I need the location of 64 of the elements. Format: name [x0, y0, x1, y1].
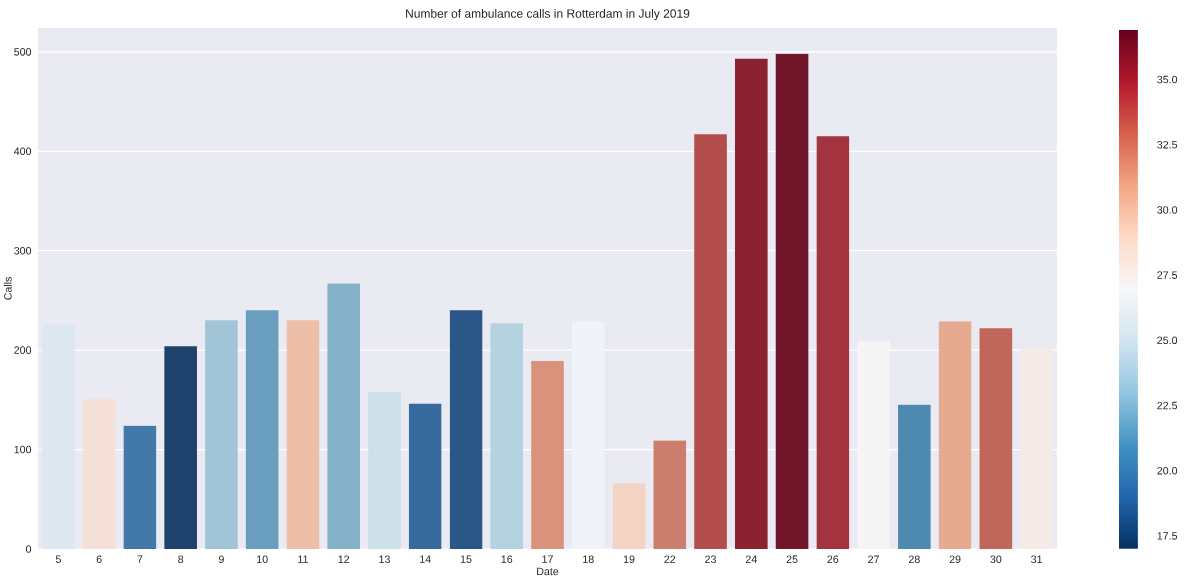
- x-tick-label: 13: [379, 555, 390, 564]
- color-bar-label: 35.0: [1157, 75, 1178, 84]
- x-tick-label: 6: [96, 555, 102, 564]
- x-tick-label: 15: [460, 555, 472, 563]
- x-tick-label: 9: [218, 555, 224, 564]
- color-bar-label: 17.5: [1157, 532, 1178, 540]
- bar: [42, 324, 75, 549]
- bar: [449, 310, 483, 549]
- bar: [327, 283, 361, 549]
- chart-title: Number of ambulance calls in Rotterdam in July 2019: [406, 8, 690, 21]
- color-bar-label: 30.0: [1157, 206, 1178, 214]
- x-tick-label: 10: [257, 555, 268, 564]
- x-tick-label: 31: [1031, 555, 1043, 564]
- x-tick-label: 27: [868, 555, 879, 563]
- x-tick-label: 17: [542, 555, 553, 563]
- bar: [205, 320, 238, 549]
- color-bar-label: 25.0: [1157, 336, 1178, 345]
- color-bar-label: 27.5: [1157, 271, 1178, 279]
- bar: [938, 321, 972, 549]
- x-axis-title: Date: [537, 567, 559, 576]
- y-tick-label: 100: [14, 445, 32, 454]
- x-tick-label: 22: [664, 555, 676, 563]
- bar: [694, 134, 727, 549]
- x-tick-label: 28: [908, 555, 920, 564]
- y-tick-label: 300: [14, 246, 32, 255]
- x-tick-label: 16: [501, 555, 513, 564]
- x-tick-label: 29: [949, 555, 961, 564]
- bar: [286, 320, 320, 549]
- x-tick-label: 5: [55, 555, 61, 563]
- y-tick-label: 400: [13, 147, 32, 156]
- color-bar-label: 22.5: [1157, 401, 1178, 410]
- color-bar-label: 32.5: [1157, 140, 1178, 149]
- bar: [164, 346, 197, 549]
- bar: [775, 53, 809, 549]
- bar: [82, 398, 116, 549]
- x-tick-label: 19: [623, 555, 635, 564]
- x-tick-label: 14: [420, 555, 431, 563]
- x-tick-label: 12: [338, 555, 350, 563]
- x-tick-label: 23: [705, 555, 716, 564]
- bar: [979, 328, 1013, 549]
- x-tick-label: 25: [786, 555, 798, 564]
- bar: [408, 403, 442, 549]
- x-tick-label: 18: [583, 555, 594, 564]
- bar: [368, 391, 401, 549]
- bar: [245, 310, 279, 549]
- bar: [735, 58, 768, 549]
- x-tick-label: 24: [745, 555, 757, 563]
- bar: [653, 440, 687, 549]
- bar: [612, 483, 646, 549]
- y-tick-label: 200: [14, 346, 32, 354]
- x-tick-label: 8: [178, 555, 184, 564]
- x-tick-label: 7: [137, 555, 143, 563]
- x-tick-label: 30: [990, 555, 1002, 564]
- y-tick-label: 0: [26, 545, 32, 553]
- x-tick-label: 26: [827, 555, 839, 564]
- y-tick-label: 500: [14, 48, 32, 56]
- bar: [123, 425, 157, 549]
- bar: [531, 361, 564, 549]
- bar: [898, 404, 931, 549]
- color-bar-label: 20.0: [1157, 466, 1178, 475]
- bar: [490, 323, 524, 549]
- x-tick-label: 11: [298, 555, 308, 563]
- y-axis-title: Calls: [3, 277, 12, 300]
- bar: [816, 136, 850, 549]
